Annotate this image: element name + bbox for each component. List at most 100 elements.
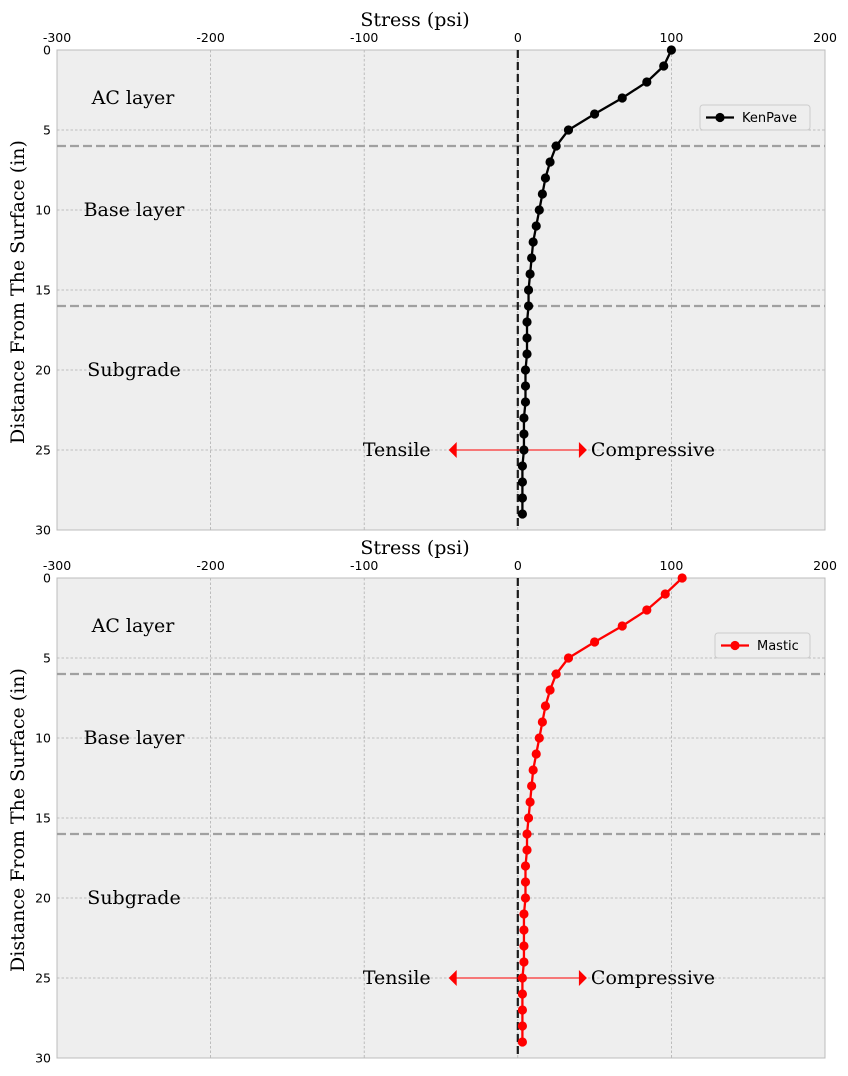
arrowhead-left — [448, 442, 457, 458]
data-point — [563, 125, 574, 135]
data-point — [520, 861, 531, 871]
y-tick-label: 15 — [35, 811, 51, 826]
data-point — [520, 877, 531, 887]
data-point — [617, 93, 627, 103]
y-tick-label: 30 — [35, 1051, 51, 1066]
annotation-tensile-label: Tensile — [363, 967, 431, 989]
x-tick-label: -100 — [350, 558, 378, 573]
data-point — [590, 109, 600, 119]
data-point — [519, 941, 529, 951]
data-point — [534, 205, 544, 215]
y-tick-label: 15 — [35, 283, 51, 298]
data-point — [666, 45, 677, 55]
data-point — [677, 573, 687, 583]
y-tick-label: 20 — [35, 363, 51, 378]
layer-label: Subgrade — [87, 887, 180, 909]
legend-box — [699, 104, 811, 131]
data-point — [527, 781, 537, 791]
data-point — [523, 285, 534, 295]
annotation-compressive-label: Compressive — [591, 439, 715, 461]
arrowhead-right — [578, 970, 587, 986]
x-tick-label: 200 — [813, 30, 837, 45]
data-point — [537, 717, 547, 727]
data-point — [517, 989, 528, 999]
y-axis-label: Distance From The Surface (in) — [7, 668, 29, 972]
x-tick-label: -200 — [196, 30, 224, 45]
arrowhead-left — [448, 970, 457, 986]
x-axis-label: Stress (psi) — [360, 9, 469, 31]
y-tick-label: 20 — [35, 891, 51, 906]
data-point — [519, 429, 529, 439]
y-tick-label: 5 — [43, 651, 51, 666]
data-point — [517, 973, 528, 983]
plot-frame — [56, 577, 826, 1059]
data-point — [522, 845, 532, 855]
data-point — [545, 685, 555, 695]
data-point — [522, 349, 532, 359]
data-point — [537, 189, 547, 199]
x-tick-label: -100 — [350, 30, 378, 45]
legend-marker — [730, 640, 740, 651]
x-tick-label: 0 — [514, 30, 522, 45]
data-point — [551, 141, 561, 151]
x-tick-label: 0 — [514, 558, 522, 573]
data-point — [520, 381, 531, 391]
plot-frame — [56, 49, 826, 531]
y-axis-label: Distance From The Surface (in) — [7, 140, 29, 444]
layer-label: Subgrade — [87, 359, 180, 381]
layer-label: AC layer — [91, 615, 176, 637]
data-point — [659, 61, 669, 71]
x-tick-label: -300 — [43, 558, 71, 573]
annotation-tensile-label: Tensile — [363, 439, 431, 461]
data-point — [642, 605, 652, 615]
data-point — [519, 909, 529, 919]
data-point — [517, 477, 528, 487]
data-point — [531, 749, 541, 759]
data-point — [522, 829, 532, 839]
layer-label: AC layer — [91, 87, 176, 109]
chart-panel-2: -300 -200 -100 0 100 200 0 5 10 15 20 25 30 Stress (p… — [7, 537, 837, 1066]
y-tick-label: 0 — [43, 571, 51, 586]
data-point — [525, 269, 535, 279]
data-point — [517, 1021, 528, 1031]
x-tick-label: 200 — [813, 558, 837, 573]
chart-panel-1: -300 -200 -100 0 100 200 0 5 10 15 20 25 30 Stress (p… — [7, 9, 837, 538]
data-point — [520, 365, 531, 375]
data-point — [540, 173, 551, 183]
y-tick-label: 30 — [35, 523, 51, 538]
data-point — [528, 765, 538, 775]
data-point — [517, 509, 528, 519]
data-point — [563, 653, 574, 663]
x-tick-label: 100 — [659, 558, 683, 573]
legend: KenPave — [699, 104, 811, 131]
data-point — [517, 1037, 528, 1047]
data-point — [522, 317, 532, 327]
legend-marker — [715, 112, 725, 123]
y-tick-label: 0 — [43, 43, 51, 58]
data-point — [519, 925, 529, 935]
layer-label: Base layer — [84, 727, 186, 749]
y-tick-label: 25 — [35, 971, 51, 986]
layer-label: Base layer — [84, 199, 186, 221]
data-point — [520, 893, 531, 903]
data-point — [551, 669, 561, 679]
data-point — [534, 733, 544, 743]
x-axis-label: Stress (psi) — [360, 537, 469, 559]
annotation-compressive-label: Compressive — [591, 967, 715, 989]
data-point — [517, 1005, 528, 1015]
y-tick-label: 10 — [35, 203, 51, 218]
data-point — [527, 253, 537, 263]
data-point — [545, 157, 555, 167]
legend-label: Mastic — [757, 639, 799, 654]
data-point — [660, 589, 670, 599]
arrowhead-right — [578, 442, 587, 458]
data-point — [523, 301, 534, 311]
data-point — [617, 621, 627, 631]
data-point — [531, 221, 541, 231]
x-tick-label: -300 — [43, 30, 71, 45]
legend: Mastic — [714, 632, 811, 659]
data-point — [519, 445, 529, 455]
x-tick-label: 100 — [659, 30, 683, 45]
data-point — [517, 493, 528, 503]
